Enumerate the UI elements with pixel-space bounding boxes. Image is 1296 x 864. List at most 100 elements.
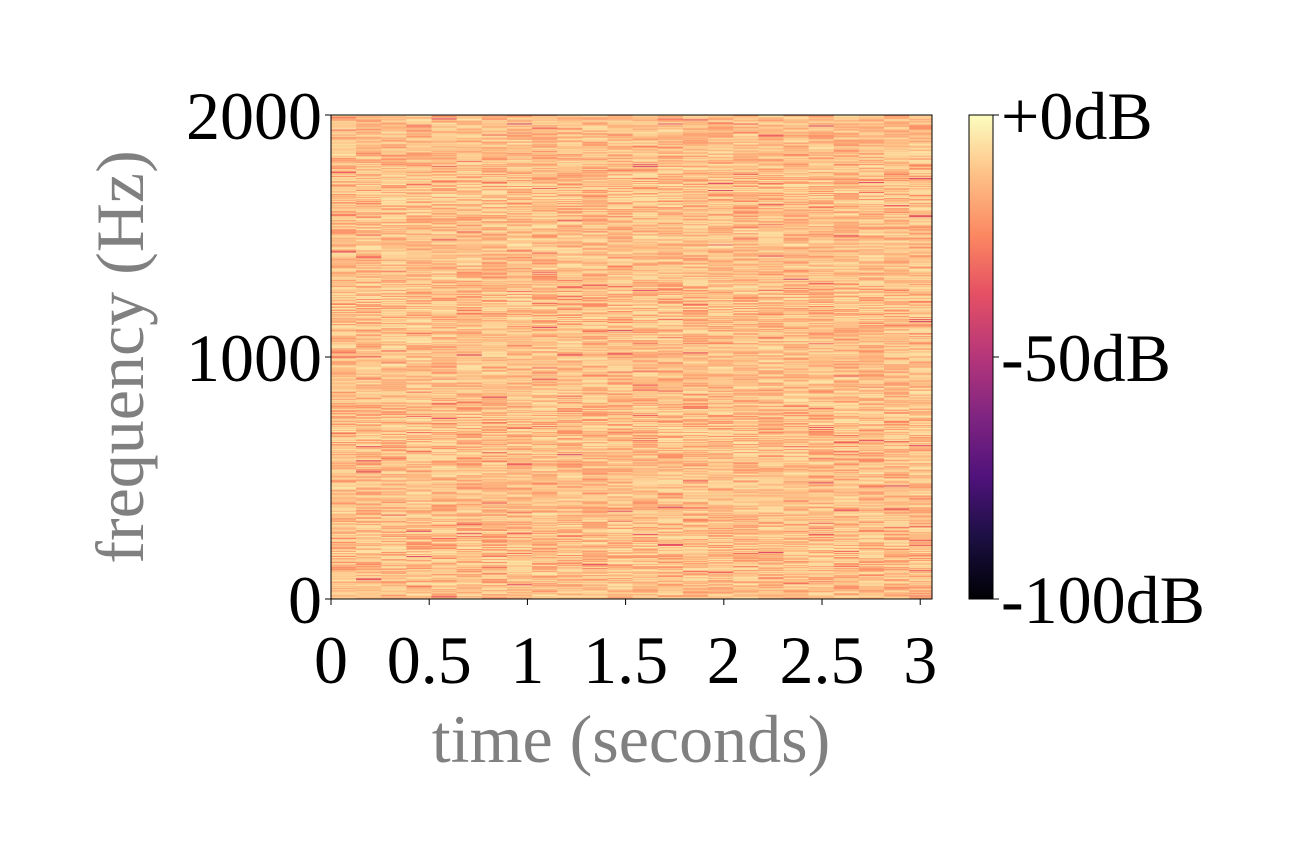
heatmap-cell	[431, 304, 458, 306]
heatmap-cell	[356, 562, 382, 565]
heatmap-cell	[456, 225, 483, 228]
heatmap-cell	[481, 119, 508, 121]
heatmap-cell	[557, 267, 583, 269]
heatmap-cell	[481, 584, 508, 587]
heatmap-cell	[456, 378, 483, 380]
heatmap-cell	[381, 234, 408, 237]
heatmap-cell	[406, 464, 433, 467]
heatmap-cell	[557, 341, 583, 344]
heatmap-cell	[532, 288, 558, 290]
heatmap-cell	[331, 268, 357, 270]
heatmap-cell	[456, 406, 483, 408]
heatmap-cell	[481, 497, 508, 499]
heatmap-cell	[557, 566, 583, 569]
heatmap-cell	[381, 341, 408, 344]
heatmap-cell	[356, 388, 382, 390]
heatmap-cell	[356, 523, 382, 525]
heatmap-cell	[456, 254, 483, 256]
heatmap-cell	[506, 260, 533, 262]
heatmap-cell	[557, 213, 583, 216]
heatmap-cell	[557, 367, 583, 369]
heatmap-cell	[331, 438, 357, 441]
heatmap-cell	[481, 192, 508, 195]
heatmap-cell	[356, 597, 382, 599]
heatmap-cell	[356, 169, 382, 171]
heatmap-cell	[456, 368, 483, 370]
heatmap-cell	[356, 160, 382, 162]
heatmap-cell	[431, 592, 458, 595]
heatmap-cell	[331, 262, 357, 264]
heatmap-cell	[532, 214, 558, 217]
heatmap-cell	[356, 347, 382, 350]
heatmap-cell	[431, 327, 458, 330]
heatmap-cell	[557, 534, 583, 536]
heatmap-cell	[557, 205, 583, 208]
heatmap-cell	[506, 233, 533, 236]
heatmap-cell	[406, 515, 433, 517]
heatmap-cell	[481, 560, 508, 563]
heatmap-cell	[381, 222, 408, 225]
heatmap-cell	[356, 566, 382, 569]
heatmap-cell	[456, 226, 483, 229]
heatmap-cell	[331, 548, 357, 550]
heatmap-cell	[582, 596, 609, 599]
heatmap-cell	[381, 197, 408, 200]
heatmap-cell	[431, 437, 458, 440]
heatmap-cell	[431, 508, 458, 510]
heatmap-cell	[532, 135, 558, 137]
heatmap-cell	[381, 379, 408, 381]
heatmap-cell	[431, 322, 458, 325]
heatmap-cell	[381, 166, 408, 168]
heatmap-cell	[381, 558, 408, 561]
heatmap-cell	[582, 506, 609, 508]
heatmap-cell	[431, 371, 458, 373]
heatmap-cell	[356, 260, 382, 262]
heatmap-cell	[356, 294, 382, 296]
heatmap-cell	[557, 446, 583, 449]
heatmap-cell	[406, 351, 433, 354]
heatmap-cell	[431, 576, 458, 579]
heatmap-cell	[506, 402, 533, 404]
heatmap-cell	[356, 270, 382, 272]
heatmap-cell	[506, 139, 533, 141]
heatmap-cell	[481, 479, 508, 481]
heatmap-cell	[456, 217, 483, 220]
heatmap-cell	[331, 486, 357, 488]
heatmap-cell	[331, 358, 357, 360]
heatmap-cell	[331, 156, 357, 158]
heatmap-cell	[381, 438, 408, 441]
heatmap-cell	[381, 249, 408, 251]
heatmap-cell	[331, 280, 357, 282]
heatmap-cell	[406, 378, 433, 380]
heatmap-cell	[557, 419, 583, 421]
heatmap-cell	[532, 321, 558, 324]
heatmap-cell	[406, 174, 433, 176]
heatmap-cell	[481, 244, 508, 246]
heatmap-cell	[532, 548, 558, 550]
heatmap-cell	[557, 458, 583, 461]
heatmap-cell	[481, 473, 508, 476]
heatmap-cell	[331, 492, 357, 494]
heatmap-cell	[481, 513, 508, 515]
heatmap-cell	[381, 270, 408, 272]
heatmap-cell	[506, 339, 533, 342]
heatmap-cell	[532, 326, 558, 329]
heatmap-cell	[331, 282, 357, 284]
heatmap-cell	[481, 265, 508, 267]
heatmap-cell	[481, 372, 508, 374]
heatmap-cell	[331, 415, 357, 417]
heatmap-cell	[406, 583, 433, 586]
heatmap-cell	[356, 268, 382, 270]
heatmap-cell	[381, 289, 408, 291]
heatmap-cell	[381, 280, 408, 282]
heatmap-cell	[557, 523, 583, 525]
heatmap-cell	[356, 379, 382, 381]
heatmap-cell	[406, 196, 433, 199]
heatmap-cell	[331, 118, 357, 120]
heatmap-cell	[406, 562, 433, 565]
heatmap-cell	[532, 379, 558, 381]
heatmap-cell	[557, 357, 583, 359]
heatmap-cell	[431, 131, 458, 133]
heatmap-cell	[381, 535, 408, 537]
heatmap-cell	[532, 418, 558, 420]
